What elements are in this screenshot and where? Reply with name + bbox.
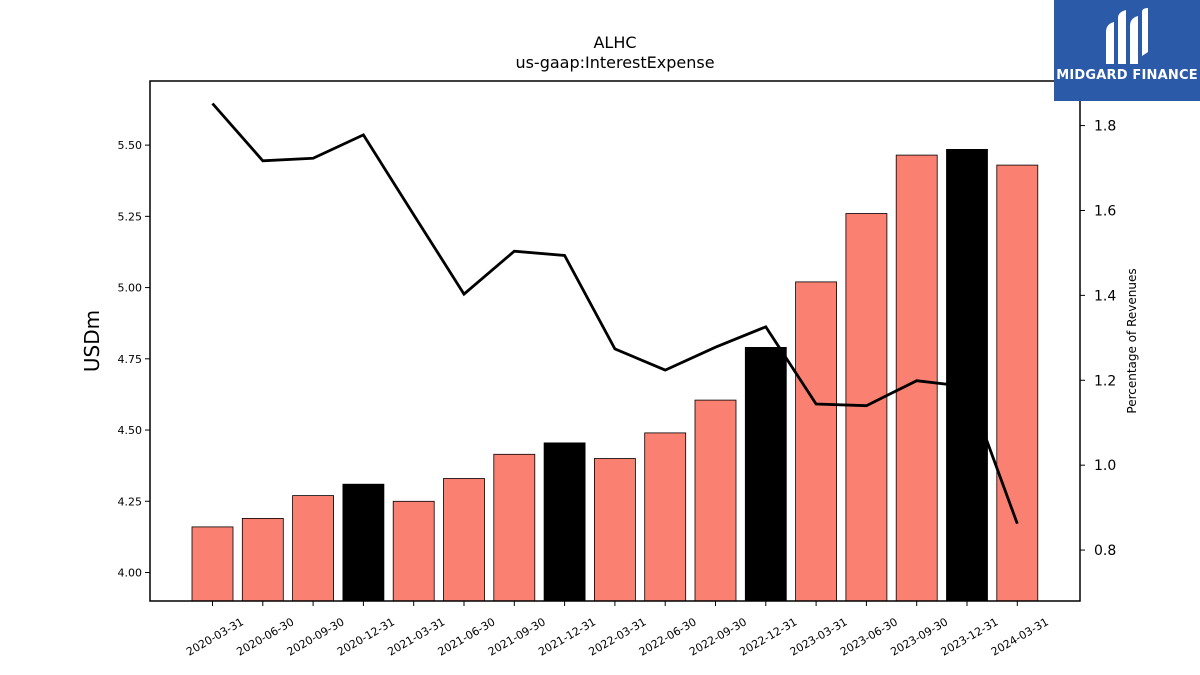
bar-2020-12-31 [342,483,385,602]
bar-2022-06-30 [644,432,687,602]
y-tick-label: 4.50 [118,424,143,437]
bar-2021-09-30 [493,453,536,602]
chart-subtitle: us-gaap:InterestExpense [515,53,714,72]
bar-2023-03-31 [795,281,837,602]
y2-tick-label: 1.6 [1094,203,1116,219]
y2-tick-label: 1.2 [1094,373,1116,389]
line-group [211,102,1019,525]
bar-2020-09-30 [292,495,335,602]
y-axis-label: USDm [80,310,104,372]
logo-text: MIDGARD FINANCE [1056,68,1198,83]
y2-axis-label: Percentage of Revenues [1125,268,1139,413]
y2-tick-label: 1.0 [1094,458,1116,474]
midgard-logo-icon [1106,8,1148,64]
bar-2022-12-31 [744,346,787,602]
brand-logo: MIDGARD FINANCE [1054,0,1200,101]
bar-2023-12-31 [946,148,988,602]
bar-2023-06-30 [845,213,888,602]
bar-2021-12-31 [543,442,586,602]
chart-title: ALHC [593,33,636,52]
bar-2023-09-30 [895,154,938,602]
y-tick-label: 4.75 [118,353,143,366]
y-tick-label: 5.25 [118,210,143,223]
bar-2024-03-31 [996,164,1039,602]
y2-tick-label: 0.8 [1094,543,1116,559]
bar-2021-06-30 [443,478,485,602]
bar-2021-03-31 [392,500,435,602]
bars-group [191,148,1039,602]
bar-2022-03-31 [594,458,636,602]
bar-2022-09-30 [694,399,737,602]
y-tick-label: 5.50 [118,139,143,152]
x-tick-label: 2024-03-31 [989,615,1051,658]
bar-2020-03-31 [191,526,234,602]
y-tick-label: 4.25 [118,495,143,508]
percentage-line [211,102,1019,525]
bar-2020-06-30 [241,518,284,602]
y-tick-label: 5.00 [118,282,143,295]
y2-tick-label: 1.4 [1094,288,1116,304]
y-axis-left: 4.00 4.25 4.50 4.75 5.00 5.25 5.50 [118,139,150,580]
x-axis: 2020-03-312020-06-302020-09-302020-12-31… [184,601,1051,659]
y2-tick-label: 1.8 [1094,119,1116,135]
y-axis-right: 0.8 1.0 1.2 1.4 1.6 1.8 [1080,119,1116,559]
y-tick-label: 4.00 [118,567,143,580]
